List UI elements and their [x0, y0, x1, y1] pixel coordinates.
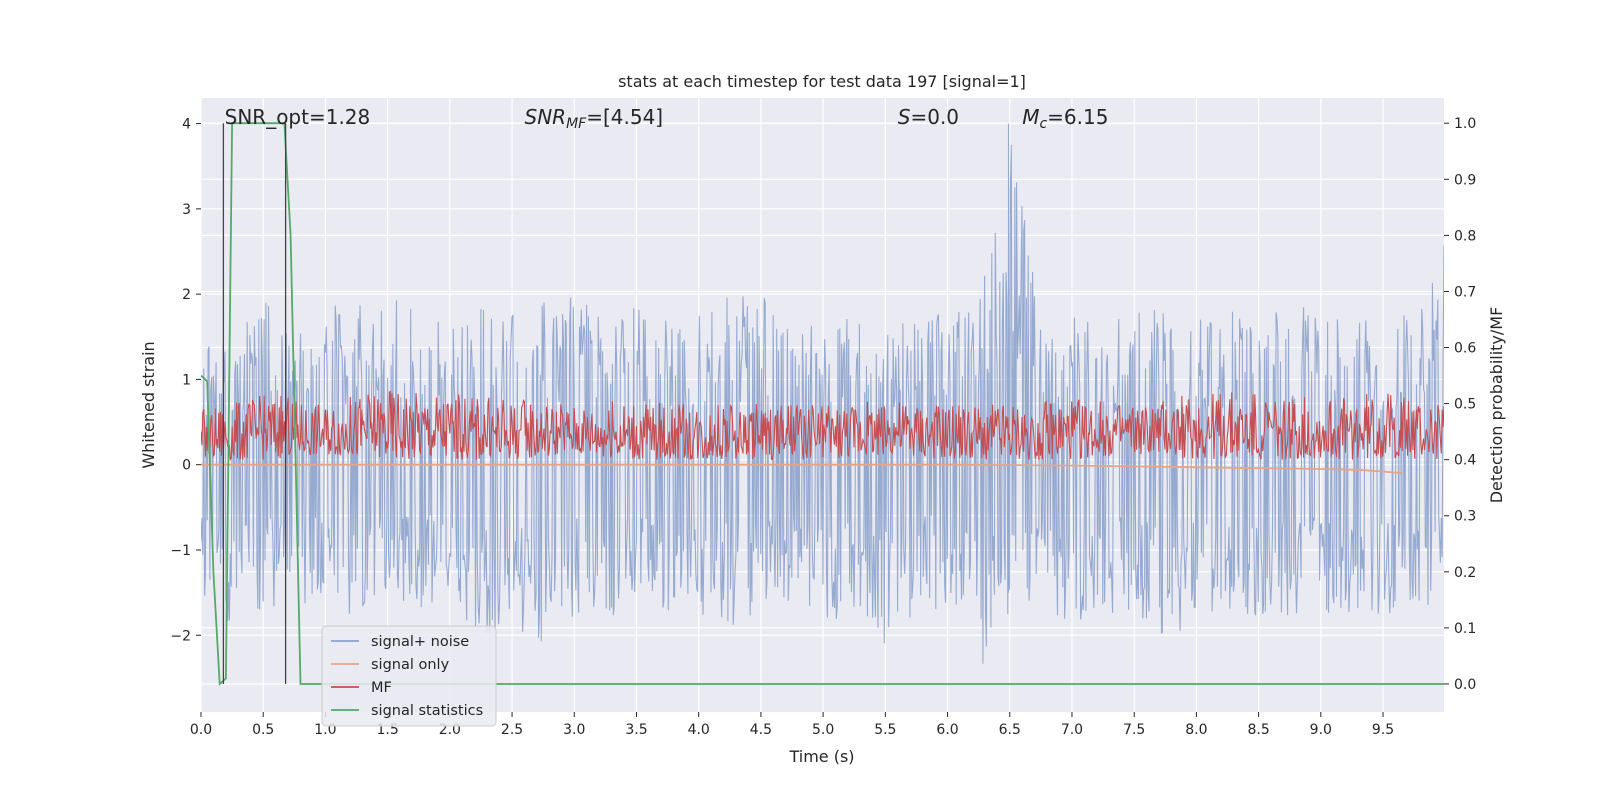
- x-tick-label-10: 5.0: [812, 722, 834, 738]
- series-mf: [201, 390, 1444, 462]
- plot-area: [201, 122, 1444, 686]
- y-right-tick-label-6: 0.4: [1454, 453, 1476, 469]
- y-left-tick-label-6: −2: [170, 628, 191, 644]
- y-axis-right: 1.0 0.9 0.8 0.7 0.6 0.5 0.4 0.3 0.2 0.1 0.0: [1444, 116, 1476, 693]
- annotation-snr-opt: SNR_opt=1.28: [225, 105, 371, 129]
- y-right-tick-label-5: 0.5: [1454, 397, 1476, 413]
- x-tick-label-7: 3.5: [625, 722, 647, 738]
- x-tick-label-8: 4.0: [688, 722, 710, 738]
- y-axis-right-label: Detection probability/MF: [1487, 307, 1506, 504]
- series-signal-noise: [201, 123, 1444, 664]
- x-tick-label-0: 0.0: [190, 722, 212, 738]
- y-left-tick-label-1: 3: [182, 202, 191, 218]
- x-tick-label-9: 4.5: [750, 722, 772, 738]
- x-tick-label-13: 6.5: [999, 722, 1021, 738]
- y-right-tick-label-7: 0.3: [1454, 509, 1476, 525]
- y-right-tick-label-10: 0.0: [1454, 677, 1476, 693]
- x-axis-label: Time (s): [788, 747, 854, 766]
- x-tick-label-19: 9.5: [1372, 722, 1394, 738]
- y-right-tick-label-2: 0.8: [1454, 228, 1476, 244]
- x-tick-label-12: 6.0: [936, 722, 958, 738]
- y-left-tick-label-5: −1: [170, 543, 191, 559]
- legend-label-3: signal statistics: [371, 703, 483, 719]
- chart-title: stats at each timestep for test data 197…: [618, 72, 1026, 91]
- legend-label-2: MF: [371, 680, 392, 696]
- legend-box: [321, 625, 497, 727]
- legend: signal+ noise signal only MF signal statist…: [321, 625, 497, 727]
- x-tick-label-14: 7.0: [1061, 722, 1083, 738]
- x-tick-label-5: 2.5: [501, 722, 523, 738]
- annotation-mc: Mc=6.15: [1022, 105, 1108, 132]
- annotation-snr-mf: SNRMF=[4.54]: [525, 105, 664, 132]
- y-left-tick-label-2: 2: [182, 287, 191, 303]
- y-left-tick-label-3: 1: [182, 372, 191, 388]
- series-signal-statistics: [201, 122, 1444, 686]
- legend-label-1: signal only: [371, 657, 450, 673]
- y-axis-left-label: Whitened strain: [139, 341, 158, 468]
- annotation-s: S=0.0: [898, 105, 959, 129]
- x-tick-label-15: 7.5: [1123, 722, 1145, 738]
- y-right-tick-label-3: 0.7: [1454, 284, 1476, 300]
- annotations: SNR_opt=1.28 SNRMF=[4.54] S=0.0 Mc=6.15: [225, 105, 1109, 132]
- y-right-tick-label-9: 0.1: [1454, 621, 1476, 637]
- y-right-tick-label-1: 0.9: [1454, 172, 1476, 188]
- y-right-tick-label-0: 1.0: [1454, 116, 1476, 132]
- x-tick-label-18: 9.0: [1310, 722, 1332, 738]
- vertical-markers: [222, 123, 287, 684]
- x-tick-label-11: 5.5: [874, 722, 896, 738]
- x-tick-label-6: 3.0: [563, 722, 585, 738]
- x-tick-label-1: 0.5: [252, 722, 274, 738]
- y-left-tick-label-4: 0: [182, 458, 191, 474]
- y-axis-left: 4 3 2 1 0 −1 −2: [170, 117, 201, 644]
- x-tick-label-17: 8.5: [1247, 722, 1269, 738]
- legend-label-0: signal+ noise: [371, 634, 469, 650]
- y-left-tick-label-0: 4: [182, 117, 191, 133]
- y-right-tick-label-4: 0.6: [1454, 341, 1476, 357]
- y-right-tick-label-8: 0.2: [1454, 565, 1476, 581]
- x-tick-label-16: 8.0: [1185, 722, 1207, 738]
- series-signal-only: [201, 463, 1402, 475]
